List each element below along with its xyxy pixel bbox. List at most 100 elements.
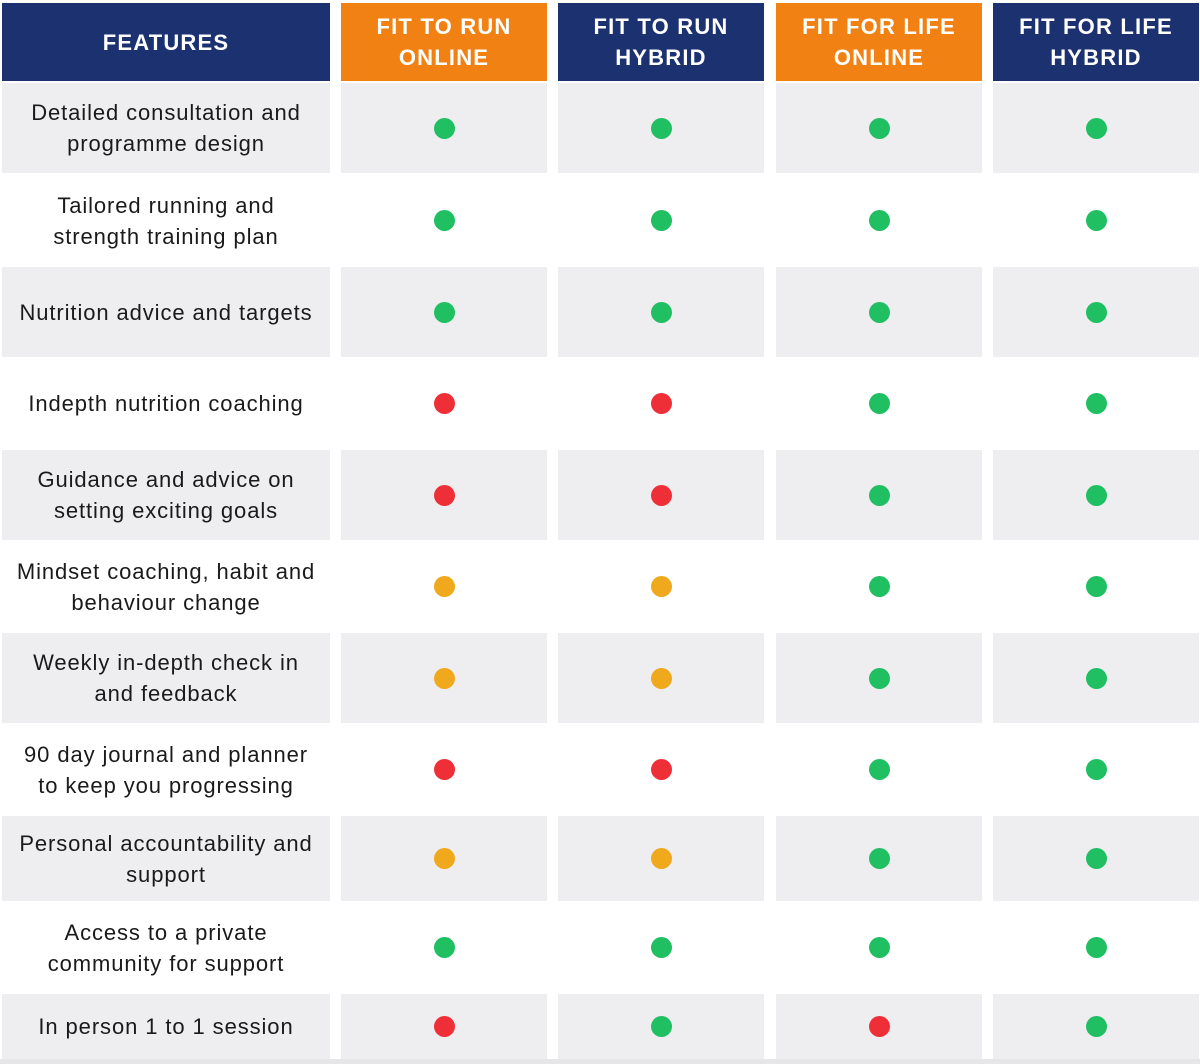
status-cell bbox=[558, 175, 764, 266]
feature-label-line: Personal accountability and bbox=[19, 830, 313, 856]
feature-label-line: 90 day journal and planner bbox=[24, 741, 308, 767]
status-cell bbox=[341, 83, 547, 173]
status-yes-dot bbox=[1085, 759, 1107, 780]
feature-cell: 90 day journal and planner to keep you pr… bbox=[2, 724, 330, 815]
status-yes-dot bbox=[433, 117, 455, 139]
status-yes-dot bbox=[868, 667, 890, 689]
status-no-dot bbox=[650, 759, 672, 780]
feature-label: Weekly in-depth check in and feedback bbox=[33, 647, 299, 709]
status-yes-dot bbox=[868, 576, 890, 597]
feature-label: Personal accountability and support bbox=[19, 828, 312, 890]
status-cell bbox=[993, 994, 1199, 1059]
feature-cell: Personal accountability and support bbox=[2, 816, 330, 901]
feature-label-line: Access to a private bbox=[64, 919, 268, 945]
plan-header-line: HYBRID bbox=[615, 45, 707, 70]
feature-label-line: Tailored running and bbox=[57, 192, 275, 218]
status-cell bbox=[558, 994, 764, 1059]
status-no-dot bbox=[433, 393, 455, 414]
status-no-dot bbox=[433, 1016, 455, 1037]
status-yes-dot bbox=[868, 484, 890, 506]
status-cell bbox=[341, 816, 547, 901]
status-cell bbox=[558, 633, 764, 723]
plan-header-line: ONLINE bbox=[398, 45, 490, 70]
feature-label-line: support bbox=[126, 861, 206, 887]
status-cell bbox=[558, 902, 764, 993]
feature-cell: Detailed consultation and programme desig… bbox=[2, 83, 330, 173]
feature-label-line: behaviour change bbox=[71, 589, 261, 615]
status-cell bbox=[558, 541, 764, 632]
features-header-label: FEATURES bbox=[102, 29, 230, 55]
status-yes-dot bbox=[650, 1016, 672, 1037]
status-yes-dot bbox=[650, 117, 672, 139]
status-cell bbox=[341, 541, 547, 632]
status-no-dot bbox=[650, 393, 672, 414]
plan-header-2: FIT TO RUN HYBRID bbox=[558, 3, 764, 81]
status-cell bbox=[993, 724, 1199, 815]
status-yes-dot bbox=[1085, 301, 1107, 323]
status-yes-dot bbox=[1085, 576, 1107, 597]
status-partial-dot bbox=[650, 667, 672, 689]
status-cell bbox=[776, 83, 982, 173]
status-cell bbox=[776, 267, 982, 357]
status-cell bbox=[341, 358, 547, 449]
feature-label-line: In person 1 to 1 session bbox=[38, 1014, 294, 1039]
status-yes-dot bbox=[650, 937, 672, 958]
feature-label-line: Weekly in-depth check in bbox=[33, 650, 299, 675]
plan-header-label: FIT TO RUN HYBRID bbox=[593, 11, 728, 73]
status-cell bbox=[776, 450, 982, 540]
status-cell bbox=[341, 633, 547, 723]
feature-label-line: strength training plan bbox=[53, 223, 279, 249]
plan-header-line: FIT TO RUN bbox=[593, 14, 729, 39]
status-cell bbox=[341, 450, 547, 540]
status-cell bbox=[776, 541, 982, 632]
feature-cell: Indepth nutrition coaching bbox=[2, 358, 330, 449]
feature-label: Nutrition advice and targets bbox=[19, 297, 312, 328]
status-yes-dot bbox=[650, 210, 672, 231]
feature-label-line: Mindset coaching, habit and bbox=[16, 558, 316, 584]
feature-label-line: to keep you progressing bbox=[38, 772, 294, 798]
plan-header-3: FIT FOR LIFE ONLINE bbox=[776, 3, 982, 81]
status-partial-dot bbox=[433, 848, 455, 869]
plan-header-label: FIT FOR LIFE HYBRID bbox=[1019, 11, 1173, 73]
status-yes-dot bbox=[1085, 1016, 1107, 1037]
status-cell bbox=[558, 450, 764, 540]
status-cell bbox=[993, 175, 1199, 266]
feature-cell: In person 1 to 1 session bbox=[2, 994, 330, 1059]
plan-header-line: HYBRID bbox=[1050, 45, 1142, 70]
feature-cell: Weekly in-depth check in and feedback bbox=[2, 633, 330, 723]
status-yes-dot bbox=[868, 210, 890, 231]
status-cell bbox=[776, 633, 982, 723]
status-cell bbox=[776, 994, 982, 1059]
status-cell bbox=[341, 175, 547, 266]
plan-header-label: FIT FOR LIFE ONLINE bbox=[802, 11, 956, 73]
status-no-dot bbox=[433, 759, 455, 780]
plan-header-line: FIT TO RUN bbox=[376, 14, 512, 39]
status-cell bbox=[993, 358, 1199, 449]
plan-header-4: FIT FOR LIFE HYBRID bbox=[993, 3, 1199, 81]
status-cell bbox=[776, 816, 982, 901]
status-cell bbox=[341, 267, 547, 357]
plan-header-line: FIT FOR LIFE bbox=[1019, 14, 1173, 39]
status-yes-dot bbox=[433, 210, 455, 231]
status-yes-dot bbox=[868, 759, 890, 780]
status-cell bbox=[558, 816, 764, 901]
status-cell bbox=[341, 902, 547, 993]
feature-label: Indepth nutrition coaching bbox=[28, 388, 303, 419]
feature-label-line: community for support bbox=[47, 950, 285, 976]
status-yes-dot bbox=[1085, 210, 1107, 231]
status-yes-dot bbox=[868, 937, 890, 958]
status-partial-dot bbox=[650, 576, 672, 597]
status-partial-dot bbox=[433, 576, 455, 597]
status-yes-dot bbox=[868, 848, 890, 869]
status-yes-dot bbox=[433, 301, 455, 323]
status-cell bbox=[993, 450, 1199, 540]
feature-cell: Guidance and advice on setting exciting g… bbox=[2, 450, 330, 540]
feature-label-line: setting exciting goals bbox=[53, 498, 279, 523]
feature-label-line: Guidance and advice on bbox=[37, 467, 295, 492]
status-no-dot bbox=[433, 484, 455, 506]
feature-label: Detailed consultation and programme desig… bbox=[31, 97, 301, 159]
features-header: FEATURES bbox=[2, 3, 330, 81]
feature-label: Mindset coaching, habit and behaviour cha… bbox=[17, 556, 315, 618]
plan-header-1: FIT TO RUN ONLINE bbox=[341, 3, 547, 81]
